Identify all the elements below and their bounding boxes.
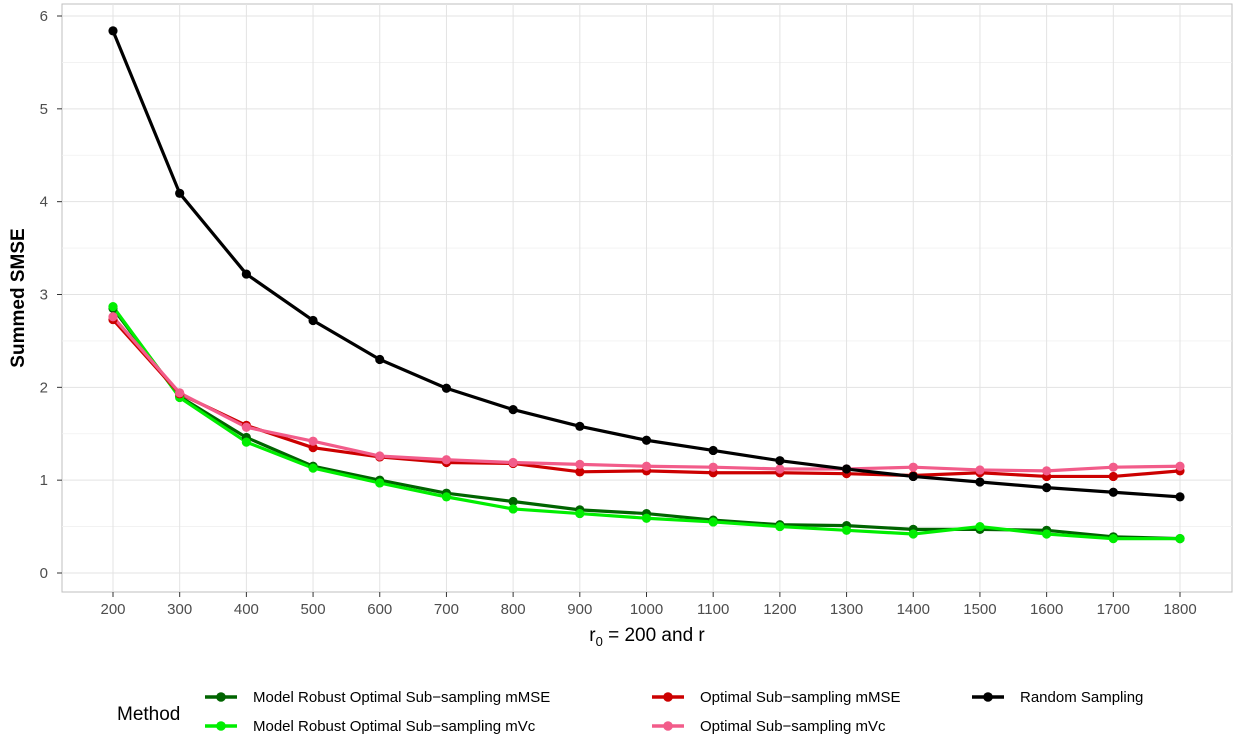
series-4-point <box>508 457 518 468</box>
y-tick-label: 5 <box>40 101 48 118</box>
series-2-point <box>1175 534 1185 544</box>
series-2-point <box>575 508 585 519</box>
x-tick-label: 900 <box>567 601 592 618</box>
series-4-point <box>1108 462 1118 472</box>
legend-key-point <box>663 692 673 702</box>
x-tick-label: 1600 <box>1030 601 1063 618</box>
series-5-point <box>841 464 852 474</box>
y-tick-label: 2 <box>40 379 48 396</box>
series-4-point <box>975 465 985 475</box>
series-4-point <box>175 388 185 398</box>
series-5-point <box>441 383 452 393</box>
series-2-point <box>708 517 718 527</box>
series-5-point <box>575 421 585 431</box>
series-2-point <box>308 463 318 473</box>
x-tick-label: 1000 <box>630 601 663 618</box>
y-ticks: 0 1 2 3 4 5 6 <box>40 8 62 582</box>
series-4-point <box>641 461 652 471</box>
x-tick-label: 800 <box>501 601 526 618</box>
legend-label: Optimal Sub−sampling mVc <box>700 718 886 735</box>
series-5-point <box>508 405 518 415</box>
legend-key-point <box>663 721 673 731</box>
series-5-point <box>375 354 385 365</box>
series-4-point <box>775 464 785 474</box>
y-axis-title: Summed SMSE <box>8 228 29 367</box>
series-5-point <box>975 477 985 487</box>
series-4-point <box>241 422 251 432</box>
legend-label: Random Sampling <box>1020 689 1143 706</box>
series-5-point <box>1108 487 1118 497</box>
legend-label: Model Robust Optimal Sub−sampling mMSE <box>253 689 550 706</box>
x-tick-label: 1100 <box>697 601 729 618</box>
series-5-point <box>908 471 918 482</box>
x-tick-label: 1500 <box>963 601 996 618</box>
x-tick-label: 1300 <box>830 601 863 618</box>
legend-key-point <box>983 692 993 702</box>
series-4-point <box>308 436 318 446</box>
grid-major <box>62 4 1232 592</box>
x-tick-label: 1200 <box>763 601 796 618</box>
series-2-point <box>775 521 785 532</box>
x-ticks: 200 300 400 500 600 700 800 900 1000 1100 1200 1300… <box>100 592 1197 618</box>
series-2-point <box>441 492 452 502</box>
legend-title: Method <box>117 704 180 725</box>
series-4-point <box>908 462 918 472</box>
series-5-point <box>241 269 251 279</box>
series-2-point <box>241 437 251 447</box>
x-tick-label: 500 <box>301 601 326 618</box>
series-5-point <box>641 435 652 445</box>
x-tick-label: 700 <box>434 601 459 618</box>
series-3-point <box>575 467 585 477</box>
y-tick-label: 3 <box>40 287 48 304</box>
series-1-point <box>508 496 518 507</box>
series-2-point <box>975 521 985 532</box>
series-5-point <box>1042 482 1052 493</box>
series-4-point <box>441 455 452 465</box>
series-5-point <box>708 445 718 456</box>
y-tick-label: 6 <box>40 8 48 25</box>
legend: Model Robust Optimal Sub−sampling mMSE Mo… <box>205 689 1143 735</box>
x-tick-label: 1700 <box>1097 601 1130 618</box>
series-3-point <box>1108 471 1118 482</box>
x-tick-label: 1400 <box>897 601 930 618</box>
y-tick-label: 4 <box>40 194 48 211</box>
series-2-point <box>108 301 118 312</box>
series-5-point <box>175 188 185 198</box>
x-axis-title: r0 = 200 and r <box>589 625 705 649</box>
series-3-point <box>308 443 318 453</box>
y-tick-label: 1 <box>40 472 48 489</box>
series-5-point <box>775 456 785 466</box>
series-2-point <box>641 513 652 523</box>
series-5-point <box>1175 492 1185 502</box>
series-2-point <box>908 529 918 539</box>
series-2-point <box>375 478 385 488</box>
legend-key-point <box>216 721 226 731</box>
legend-label: Model Robust Optimal Sub−sampling mVc <box>253 718 536 735</box>
series-4-point <box>1175 461 1185 471</box>
series-4-point <box>108 312 118 322</box>
x-tick-label: 200 <box>100 601 125 618</box>
series-2-point <box>1108 534 1118 544</box>
y-tick-label: 0 <box>40 565 48 582</box>
legend-key-point <box>216 692 226 702</box>
x-tick-label: 600 <box>367 601 392 618</box>
series-4-point <box>1042 466 1052 476</box>
series-5-point <box>108 26 118 36</box>
series-4-point <box>575 459 585 469</box>
series-2-point <box>1042 529 1052 539</box>
x-tick-label: 300 <box>167 601 192 618</box>
series-points <box>108 26 1185 544</box>
x-tick-label: 1800 <box>1163 601 1196 618</box>
legend-label: Optimal Sub−sampling mMSE <box>700 689 901 706</box>
series-2-point <box>841 525 852 535</box>
series-2-point <box>508 504 518 514</box>
series-4-point <box>708 462 718 472</box>
series-4-point <box>375 451 385 461</box>
series-5-point <box>308 315 318 326</box>
x-tick-label: 400 <box>234 601 259 618</box>
